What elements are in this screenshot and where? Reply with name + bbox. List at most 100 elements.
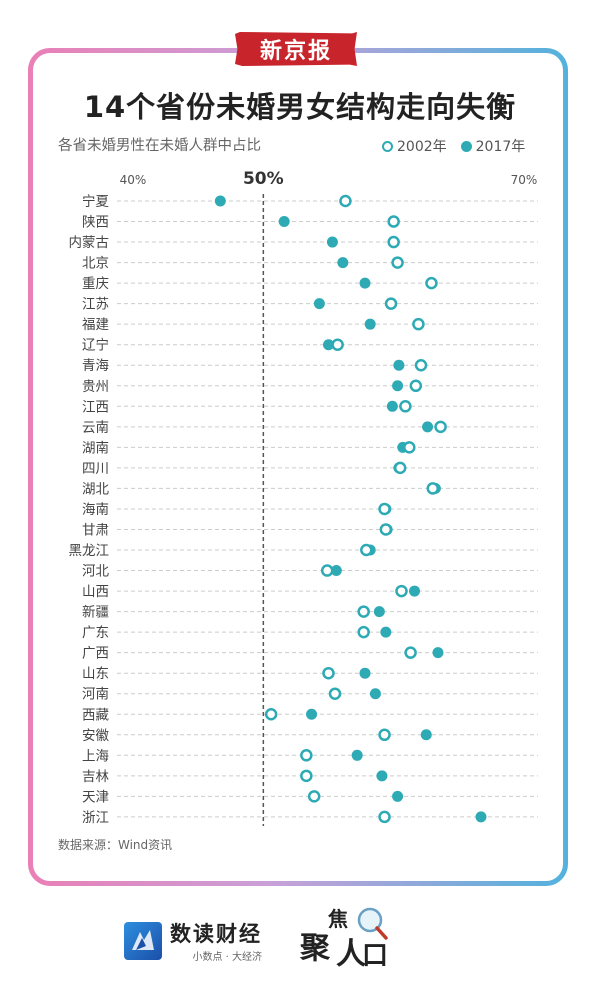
newspaper-stamp: 新京报: [235, 32, 357, 66]
point-2002: [357, 625, 370, 639]
brand-logo-icon: [124, 921, 162, 960]
point-2002: [328, 687, 342, 700]
magnifier-icon: [357, 907, 383, 933]
point-2002: [393, 461, 407, 475]
point-2002: [391, 256, 404, 269]
point-2017: [359, 667, 371, 679]
legend-filled-circle-icon: [460, 140, 472, 152]
x-tick-label: 40%: [120, 173, 147, 187]
point-2017: [420, 729, 432, 741]
point-2017: [326, 236, 338, 248]
row-label: 重庆: [82, 276, 109, 292]
row-label: 黑龙江: [69, 543, 110, 559]
row-label: 广西: [82, 646, 109, 662]
point-2002: [412, 317, 425, 331]
chart-title: 14个省份未婚男女结构走向失衡: [83, 90, 517, 124]
point-2017: [386, 400, 398, 412]
row-label: 江苏: [82, 297, 109, 313]
row-label: 宁夏: [82, 193, 109, 210]
point-2002: [395, 584, 408, 598]
row-label: 浙江: [82, 810, 109, 826]
point-2002: [403, 441, 416, 454]
logo2-char-4: 口: [362, 941, 388, 971]
point-2002: [320, 564, 334, 577]
point-2017: [392, 790, 404, 802]
row-label: 天津: [82, 789, 109, 805]
row-label: 贵州: [82, 379, 109, 395]
point-2017: [369, 688, 381, 700]
row-label: 安徽: [82, 728, 109, 744]
point-2002: [409, 379, 423, 393]
point-2002: [387, 235, 400, 249]
point-2017: [409, 585, 421, 597]
point-2017: [432, 647, 444, 659]
logo2-char-2: 焦: [328, 907, 348, 931]
point-2002: [404, 646, 417, 659]
legend-open-circle-icon: [382, 140, 393, 152]
point-2002: [378, 502, 391, 516]
row-label: 云南: [82, 420, 109, 436]
point-2002: [300, 749, 313, 762]
point-2002: [300, 769, 313, 783]
row-label: 四川: [82, 461, 109, 477]
point-2017: [214, 195, 226, 207]
point-2017: [380, 626, 392, 638]
point-2017: [364, 318, 376, 330]
point-2002: [378, 728, 391, 742]
point-2017: [422, 421, 434, 433]
point-2002: [357, 605, 370, 618]
row-label: 山东: [82, 666, 109, 682]
legend: 2002年 2017年: [382, 136, 525, 156]
point-2017: [359, 277, 371, 289]
point-2017: [351, 749, 363, 761]
point-2002: [399, 400, 412, 413]
row-label: 甘肃: [82, 522, 109, 538]
point-2002: [360, 543, 373, 557]
row-label: 辽宁: [82, 337, 109, 354]
brand-name: 数读财经: [170, 922, 262, 946]
point-2002: [331, 338, 344, 351]
row-label: 湖南: [82, 440, 109, 456]
row-label: 河南: [82, 687, 109, 703]
row-label: 西藏: [82, 707, 109, 723]
point-2002: [414, 358, 428, 372]
point-2017: [475, 811, 487, 823]
point-2017: [373, 606, 385, 618]
point-2017: [393, 359, 405, 371]
row-label: 青海: [82, 358, 109, 374]
card-frame: [28, 48, 568, 886]
chart-subtitle: 各省未婚男性在未婚人群中占比: [58, 138, 261, 154]
brand-block: 数读财经 小数点 · 大经济: [124, 918, 262, 963]
point-2017: [392, 380, 404, 392]
point-2017: [376, 770, 388, 782]
legend-label-2002: 2002年: [397, 139, 447, 155]
point-2002: [379, 523, 393, 536]
row-label: 新疆: [82, 605, 109, 621]
point-2002: [384, 297, 398, 310]
row-label: 吉林: [82, 769, 109, 785]
point-2002: [378, 810, 391, 824]
legend-label-2017: 2017年: [475, 139, 526, 155]
point-2002: [387, 215, 400, 228]
row-label: 山西: [82, 584, 109, 600]
point-2002: [339, 194, 352, 208]
row-label: 江西: [82, 399, 109, 415]
logo2-char-3: 人: [336, 937, 366, 972]
row-label: 河北: [82, 564, 109, 580]
focus-population-logo: 聚 焦 人 口: [299, 907, 388, 972]
row-label: 福建: [82, 317, 109, 333]
point-2002: [322, 666, 335, 680]
point-2002: [264, 708, 278, 721]
logo2-char-1: 聚: [299, 931, 331, 966]
point-2002: [425, 276, 438, 290]
point-2017: [337, 257, 349, 269]
row-label: 广东: [82, 625, 109, 641]
row-label: 湖北: [82, 481, 109, 497]
point-2017: [306, 708, 318, 720]
point-2002: [426, 482, 440, 495]
point-2002: [434, 420, 447, 434]
point-2017: [323, 339, 334, 351]
point-2017: [278, 216, 290, 228]
x-tick-label: 70%: [511, 173, 538, 187]
